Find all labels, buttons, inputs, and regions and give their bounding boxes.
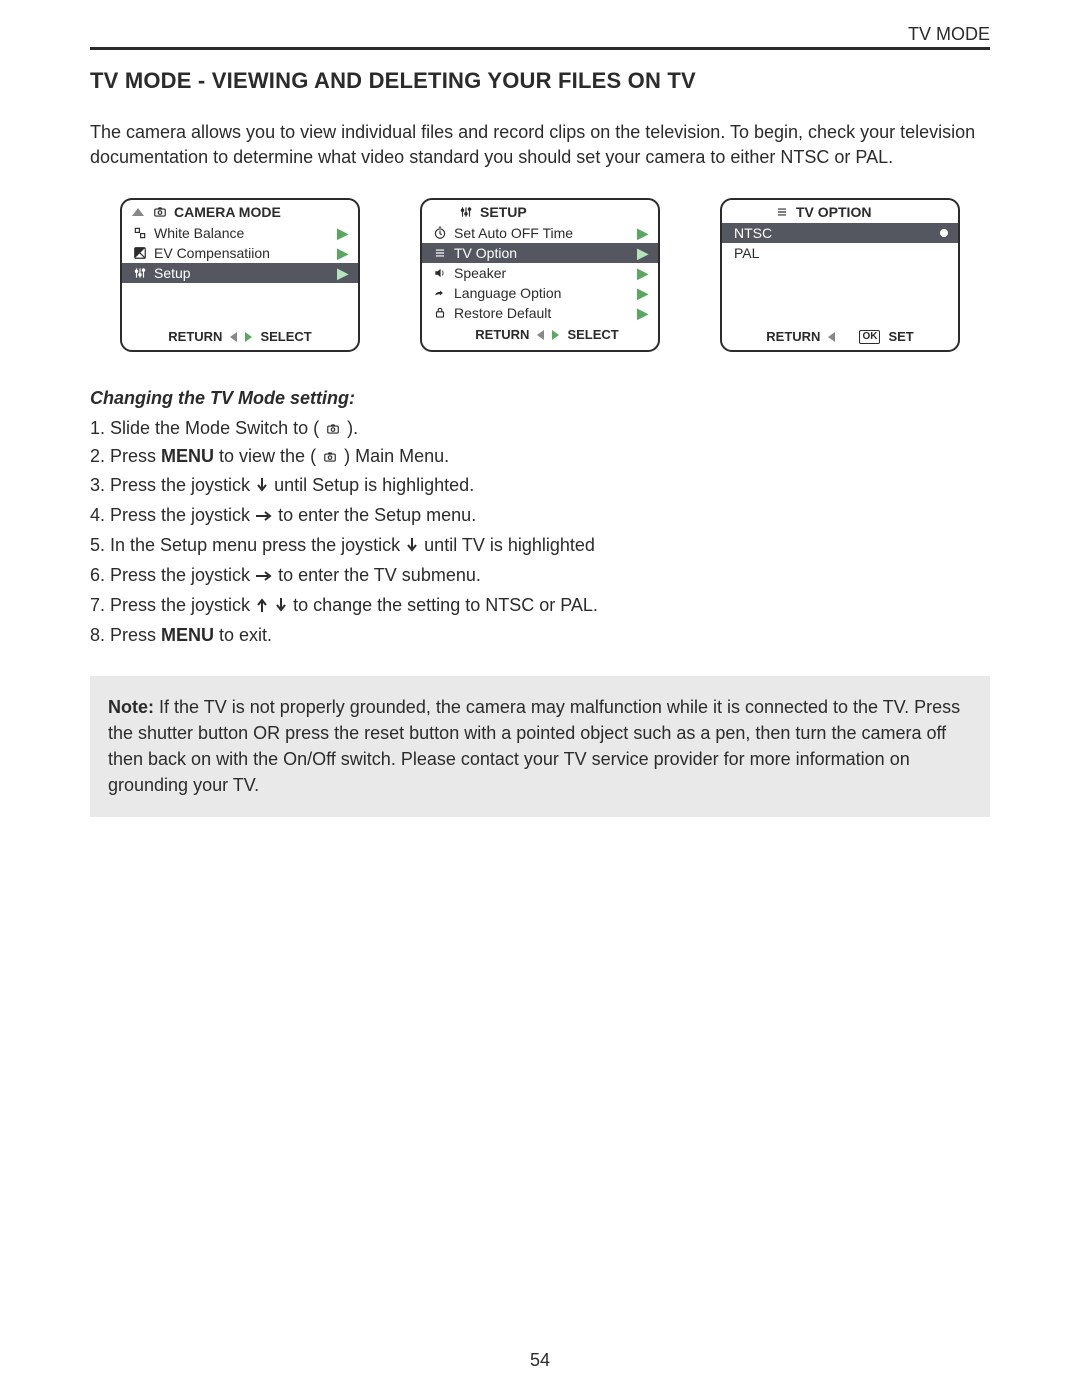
left-arrow-icon [537,330,544,340]
step-4: Press the joystick to enter the Setup me… [110,502,990,530]
camera-mode-header: CAMERA MODE [122,200,358,223]
list-icon [774,205,790,219]
steps-list: Slide the Mode Switch to ( ). Press MENU… [90,415,990,648]
down-arrow-icon [274,594,288,620]
menu-item-label: Language Option [454,285,631,301]
camera-icon [321,446,344,466]
menu-item-ev: EV Compensatiion ▶ [122,243,358,263]
manual-page: TV MODE TV MODE - VIEWING AND DELETING Y… [0,0,1080,1399]
timer-icon [432,226,448,240]
chevron-right-icon: ▶ [637,245,648,262]
right-arrow-icon [255,504,273,530]
menu-item-label: White Balance [154,225,331,241]
menu-item-label: EV Compensatiion [154,245,331,261]
chevron-right-icon: ▶ [637,305,648,322]
speaker-icon [432,266,448,280]
menu-screenshots-row: CAMERA MODE White Balance ▶ EV Compensat… [90,198,990,352]
down-arrow-icon [405,534,419,560]
right-arrow-icon [255,564,273,590]
step-2: Press MENU to view the ( ) Main Menu. [110,443,990,469]
chevron-right-icon: ▶ [637,265,648,282]
footer-return: RETURN [168,329,222,344]
footer-return: RETURN [475,327,529,342]
sliders-icon [458,205,474,219]
menu-item-tv-option: TV Option ▶ [422,243,658,263]
menu-item-label: Restore Default [454,305,631,321]
camera-icon [324,418,347,438]
menu-spacer [122,283,358,325]
tv-option-title: TV OPTION [796,204,871,220]
menu-item-speaker: Speaker ▶ [422,263,658,283]
left-arrow-icon [230,332,237,342]
camera-mode-title: CAMERA MODE [174,204,281,220]
menu-item-pal: PAL [722,243,958,263]
right-arrow-icon [245,332,252,342]
restore-icon [432,306,448,320]
menu-item-restore: Restore Default ▶ [422,303,658,323]
camera-icon [152,205,168,219]
page-number: 54 [0,1350,1080,1371]
setup-menu-footer: RETURN SELECT [422,323,658,348]
up-arrow-icon [132,208,144,216]
sliders-icon [132,266,148,280]
chevron-right-icon: ▶ [337,265,348,282]
intro-paragraph: The camera allows you to view individual… [90,120,990,170]
ok-badge: OK [859,330,880,344]
left-arrow-icon [828,332,835,342]
list-icon [432,246,448,260]
setup-menu: SETUP Set Auto OFF Time ▶ TV Option ▶ [420,198,660,352]
ev-icon [132,246,148,260]
chevron-right-icon: ▶ [337,245,348,262]
language-icon [432,286,448,300]
step-1: Slide the Mode Switch to ( ). [110,415,990,441]
tv-option-footer: RETURN OK SET [722,325,958,350]
note-box: Note: If the TV is not properly grounded… [90,676,990,816]
menu-item-label: PAL [734,245,948,261]
subheading: Changing the TV Mode setting: [90,388,990,409]
camera-mode-menu: CAMERA MODE White Balance ▶ EV Compensat… [120,198,360,352]
menu-item-label: NTSC [734,225,934,241]
header-mode-label: TV MODE [908,24,990,44]
menu-item-ntsc: NTSC [722,223,958,243]
menu-item-label: TV Option [454,245,631,261]
note-body: If the TV is not properly grounded, the … [108,697,960,795]
section-title: TV MODE - VIEWING AND DELETING YOUR FILE… [90,68,990,94]
step-8: Press MENU to exit. [110,622,990,648]
chevron-right-icon: ▶ [637,285,648,302]
step-6: Press the joystick to enter the TV subme… [110,562,990,590]
up-arrow-icon [255,594,269,620]
menu-item-label: Speaker [454,265,631,281]
chevron-right-icon: ▶ [637,225,648,242]
note-label: Note: [108,697,154,717]
footer-return: RETURN [766,329,820,344]
footer-set: SET [888,329,913,344]
menu-item-label: Set Auto OFF Time [454,225,631,241]
down-arrow-icon [255,474,269,500]
white-balance-icon [132,226,148,240]
setup-title: SETUP [480,204,527,220]
tv-option-menu: TV OPTION NTSC PAL RETURN OK SET [720,198,960,352]
step-3: Press the joystick until Setup is highli… [110,472,990,500]
menu-item-setup: Setup ▶ [122,263,358,283]
radio-selected-icon [940,229,948,237]
header-bar: TV MODE [90,24,990,50]
step-7: Press the joystick to change the setting… [110,592,990,620]
right-arrow-icon [552,330,559,340]
menu-item-language: Language Option ▶ [422,283,658,303]
footer-select: SELECT [567,327,618,342]
tv-option-header: TV OPTION [722,200,958,223]
footer-select: SELECT [260,329,311,344]
camera-menu-footer: RETURN SELECT [122,325,358,350]
chevron-right-icon: ▶ [337,225,348,242]
menu-spacer [722,263,958,325]
step-5: In the Setup menu press the joystick unt… [110,532,990,560]
menu-item-white-balance: White Balance ▶ [122,223,358,243]
menu-item-label: Setup [154,265,331,281]
menu-item-auto-off: Set Auto OFF Time ▶ [422,223,658,243]
setup-header: SETUP [422,200,658,223]
